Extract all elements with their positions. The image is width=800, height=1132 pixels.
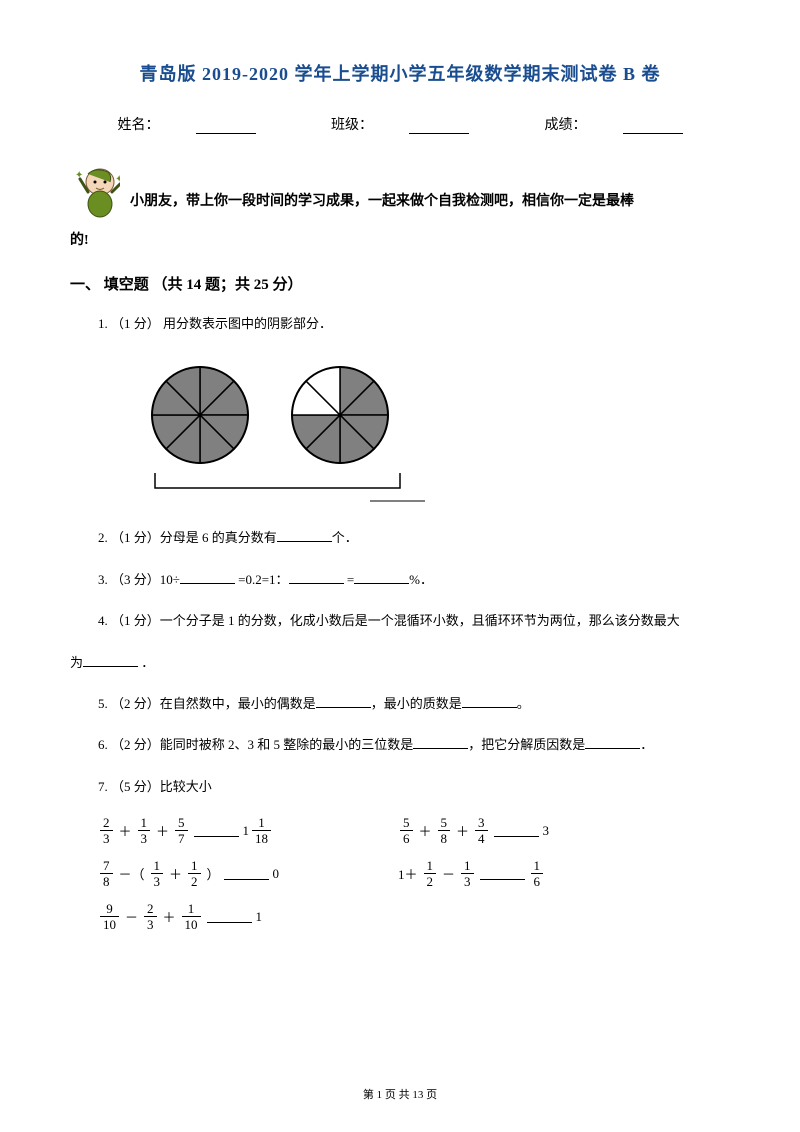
class-field: 班级： (313, 118, 487, 133)
svg-text:✦: ✦ (115, 174, 120, 185)
page-footer: 第 1 页 共 13 页 (0, 1086, 800, 1102)
question-2: 2. （1 分）分母是 6 的真分数有个． (70, 526, 730, 549)
compare-row-1: 23 ＋ 13 ＋ 57 1118 56 ＋ 58 ＋ 34 3 (70, 816, 730, 845)
section-1-header: 一、 填空题 （共 14 题；共 25 分） (70, 273, 730, 294)
question-5: 5. （2 分）在自然数中，最小的偶数是，最小的质数是。 (70, 692, 730, 715)
score-field: 成绩： (527, 118, 701, 133)
question-3: 3. （3 分）10÷ =0.2=1： =%． (70, 568, 730, 591)
encourage-row: ✦ ✦ 小朋友，带上你一段时间的学习成果，一起来做个自我检测吧，相信你一定是最棒 (70, 164, 730, 219)
pie-figure (70, 353, 730, 508)
compare-row-2: 78 －（ 13 ＋ 12 ） 0 1＋ 12 － 13 16 (70, 859, 730, 888)
mascot-icon: ✦ ✦ (70, 164, 120, 219)
question-7: 7. （5 分）比较大小 (70, 775, 730, 798)
encourage-text-1: 小朋友，带上你一段时间的学习成果，一起来做个自我检测吧，相信你一定是最棒 (130, 185, 634, 219)
svg-text:✦: ✦ (75, 170, 83, 181)
exam-title: 青岛版 2019-2020 学年上学期小学五年级数学期末测试卷 B 卷 (70, 60, 730, 86)
question-1: 1. （1 分） 用分数表示图中的阴影部分． (70, 312, 730, 335)
compare-row-3: 910 － 23 ＋ 110 1 (70, 902, 730, 931)
name-field: 姓名： (100, 118, 274, 133)
question-4: 4. （1 分）一个分子是 1 的分数，化成小数后是一个混循环小数，且循环环节为… (70, 609, 730, 632)
question-6: 6. （2 分）能同时被称 2、3 和 5 整除的最小的三位数是，把它分解质因数… (70, 733, 730, 756)
student-info-row: 姓名： 班级： 成绩： (70, 114, 730, 134)
encourage-text-2: 的! (70, 229, 730, 249)
question-4-cont: 为 ． (70, 651, 730, 674)
